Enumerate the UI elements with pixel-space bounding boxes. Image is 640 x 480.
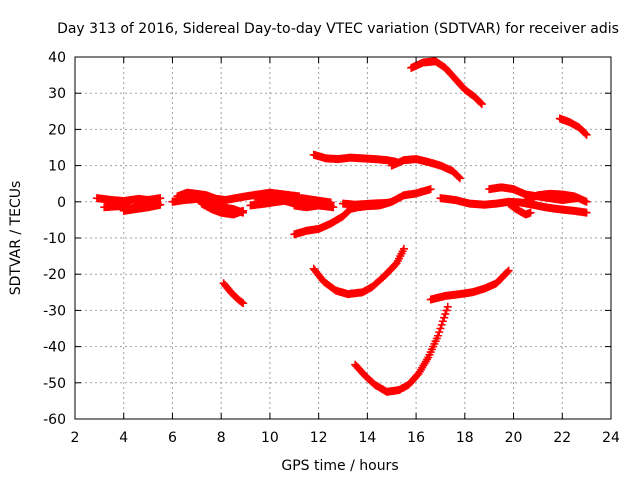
series-arc-6 [197,199,248,219]
x-tick-label: 12 [310,430,328,446]
scatter-point-group [309,150,401,166]
x-tick-label: 2 [71,430,80,446]
scatter-point-group [521,189,591,206]
series-arc-18 [521,189,591,206]
x-tick-label: 10 [261,430,279,446]
scatter-point-group [351,302,452,396]
series-arc-13 [387,155,464,183]
y-tick-label: -10 [43,231,66,247]
x-tick-label: 24 [602,430,620,446]
scatter-point-group [119,200,165,215]
y-tick-label: -50 [43,376,66,392]
scatter-point-group [290,201,338,212]
y-tick-label: -30 [43,303,66,319]
scatter-point-group [426,266,513,304]
scatter-point-group [436,194,591,217]
x-tick-label: 4 [119,430,128,446]
scatter-point-group [504,199,535,219]
series-arc-11 [339,198,391,209]
scatter-point-group [339,198,391,209]
x-tick-label: 8 [217,430,226,446]
series-arc-9 [290,201,338,212]
y-axis-label: SDTVAR / TECUs [8,181,24,296]
series-arc-14 [407,57,486,109]
series-arc-19 [555,114,591,139]
series-arc-21 [309,244,408,299]
scatter-point-group [219,279,248,308]
chart-title: Day 313 of 2016, Sidereal Day-to-day VTE… [57,21,619,37]
x-tick-label: 14 [358,430,376,446]
x-tick-label: 20 [505,430,523,446]
series-arc-15 [436,194,591,217]
x-tick-label: 18 [456,430,474,446]
series-arc-12 [309,150,401,166]
y-tick-label: 40 [48,50,66,66]
scatter-point-group [173,188,304,204]
series-arc-8 [246,194,335,210]
y-tick-label: -40 [43,340,66,356]
x-tick-label: 22 [553,430,571,446]
series-arc-3 [119,200,165,215]
scatter-point-group [246,194,335,210]
data-marks [92,57,591,396]
y-axis: -60 -50 -40 -30 -20 -10 0 10 20 30 40 [43,50,611,428]
x-tick-label: 16 [407,430,425,446]
x-tick-label: 6 [168,430,177,446]
y-tick-label: -60 [43,412,66,428]
scatter-point-group [92,194,165,206]
x-axis: 2 4 6 8 10 12 14 16 18 20 22 24 [71,57,620,446]
series-arc-10 [290,185,435,239]
series-arc-4 [173,188,304,204]
scatter-point-group [290,185,435,239]
scatter-point-group [387,155,464,183]
y-tick-label: 20 [48,122,66,138]
series-arc-17 [504,199,535,219]
y-tick-label: 10 [48,159,66,175]
x-axis-label: GPS time / hours [281,458,398,474]
grid [75,57,611,419]
scatter-point-group [197,199,248,219]
series-arc-20 [219,279,248,308]
y-tick-label: 30 [48,86,66,102]
series-arc-1 [92,194,165,206]
y-tick-label: 0 [57,195,66,211]
scatter-point-group [555,114,591,139]
scatter-point-group [309,244,408,299]
series-arc-22 [426,266,513,304]
y-tick-label: -20 [43,267,66,283]
series-arc-23 [351,302,452,396]
scatter-point-group [407,57,486,109]
